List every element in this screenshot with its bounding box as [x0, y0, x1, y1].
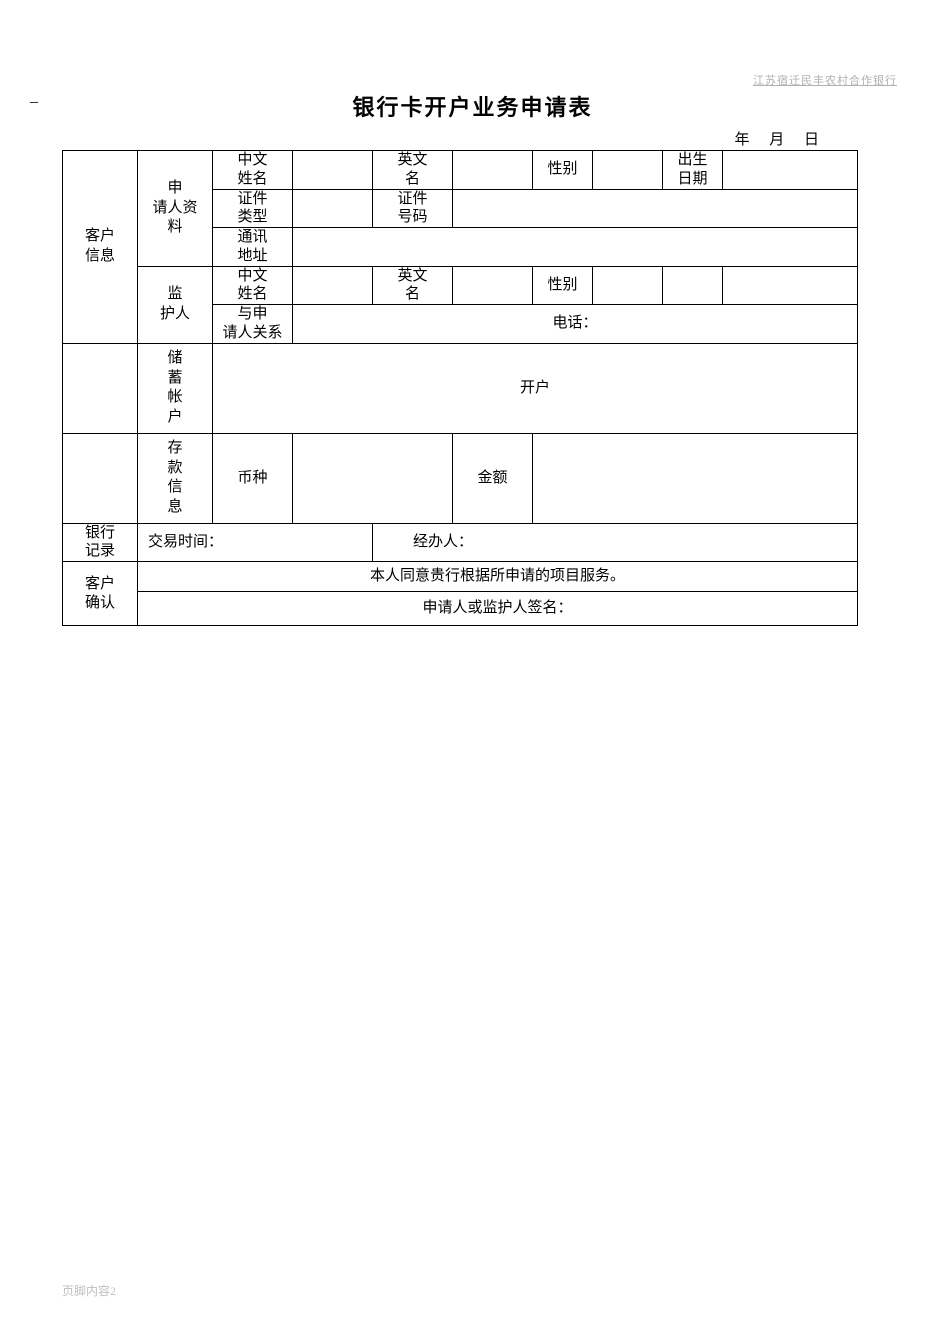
section-savings-account: 储 蓄 帐 户: [138, 343, 213, 433]
field-guardian-chinese-name[interactable]: [293, 266, 373, 305]
field-birth-date[interactable]: [723, 151, 858, 190]
label-id-type: 证件 类型: [213, 189, 293, 228]
label-amount: 金额: [453, 433, 533, 523]
field-guardian-english-name[interactable]: [453, 266, 533, 305]
field-amount[interactable]: [533, 433, 858, 523]
section-customer-info: 客户 信息: [63, 151, 138, 344]
label-birth-date: 出生 日期: [663, 151, 723, 190]
field-id-type[interactable]: [293, 189, 373, 228]
section-customer-confirm: 客户 确认: [63, 562, 138, 626]
signature-line[interactable]: 申请人或监护人签名：: [138, 592, 858, 626]
section-blank-left-2: [63, 433, 138, 523]
field-currency[interactable]: [293, 433, 453, 523]
label-guardian-chinese-name: 中文 姓名: [213, 266, 293, 305]
label-address: 通讯 地址: [213, 228, 293, 267]
field-english-name[interactable]: [453, 151, 533, 190]
field-id-number[interactable]: [453, 189, 858, 228]
header-org-name: 江苏宿迁民丰农村合作银行: [753, 72, 897, 88]
field-chinese-name[interactable]: [293, 151, 373, 190]
label-guardian-english-name: 英文 名: [373, 266, 453, 305]
section-bank-record: 银行 记录: [63, 523, 138, 562]
label-english-name: 英文 名: [373, 151, 453, 190]
label-phone: 电话：: [552, 315, 597, 331]
label-open-account: 开户: [213, 343, 858, 433]
field-guardian-gender[interactable]: [593, 266, 663, 305]
agree-text: 本人同意贵行根据所申请的项目服务。: [138, 562, 858, 592]
label-trade-time: 交易时间：: [138, 523, 373, 562]
label-chinese-name: 中文 姓名: [213, 151, 293, 190]
form-title: 银行卡开户业务申请表: [0, 90, 945, 122]
application-form-table: 客户 信息 申 请人资 料 中文 姓名 英文 名 性别 出生 日期 证件 类型 …: [62, 150, 858, 626]
section-deposit-info: 存 款 信 息: [138, 433, 213, 523]
label-guardian-gender: 性别: [533, 266, 593, 305]
field-guardian-extra1[interactable]: [663, 266, 723, 305]
date-placeholder: 年 月 日: [734, 128, 827, 149]
page-footer: 页脚内容2: [62, 1282, 116, 1299]
label-id-number: 证件 号码: [373, 189, 453, 228]
footer-page-number: 2: [110, 1284, 116, 1298]
label-relation: 与申 请人关系: [213, 305, 293, 344]
section-guardian: 监 护人: [138, 266, 213, 343]
page: 江苏宿迁民丰农村合作银行 _ 银行卡开户业务申请表 年 月 日 客户 信息 申 …: [0, 0, 945, 1337]
field-gender[interactable]: [593, 151, 663, 190]
field-address[interactable]: [293, 228, 858, 267]
field-guardian-extra2[interactable]: [723, 266, 858, 305]
footer-label: 页脚内容: [62, 1284, 110, 1298]
section-applicant-data: 申 请人资 料: [138, 151, 213, 267]
label-currency: 币种: [213, 433, 293, 523]
section-blank-left-1: [63, 343, 138, 433]
field-relation-phone[interactable]: 电话：: [293, 305, 858, 344]
label-operator: 经办人：: [373, 523, 858, 562]
label-gender: 性别: [533, 151, 593, 190]
